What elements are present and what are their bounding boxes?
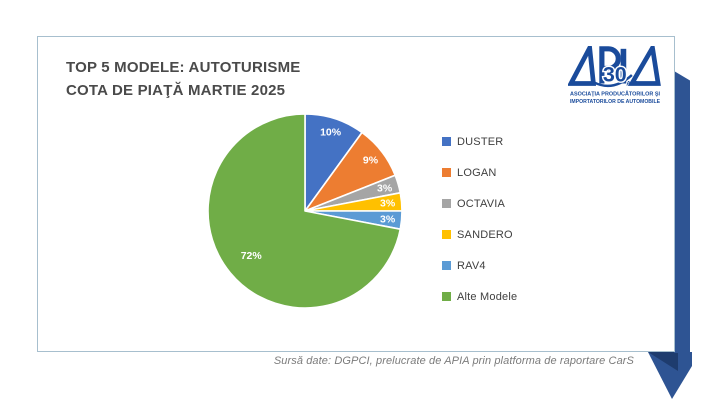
legend-item-logan: LOGAN [442, 157, 517, 188]
legend-swatch-icon [442, 292, 451, 301]
pie-data-label-alte-modele: 72% [241, 250, 263, 262]
apia-letter-a1 [568, 46, 597, 86]
apia-ani-label: ANI [626, 80, 637, 87]
pie-data-label-rav4: 3% [380, 213, 396, 225]
pie-data-label-octavia: 3% [377, 182, 393, 194]
apia-letter-p [599, 46, 621, 84]
legend-label: SANDERO [457, 228, 513, 241]
legend-label: OCTAVIA [457, 197, 506, 210]
apia-30-badge: 30 [603, 62, 627, 87]
source-note: Sursă date: DGPCI, prelucrate de APIA pr… [273, 355, 634, 367]
apia-30-swoosh [593, 74, 633, 88]
chart-title-line1: TOP 5 MODELE: AUTOTURISME [66, 59, 301, 76]
apia-logo-letters [568, 46, 661, 86]
apia-letter-a2 [627, 46, 661, 86]
pie-slice-alte-modele [207, 113, 402, 309]
apia-caption-line1: ASOCIAŢIA PRODUCĂTORILOR ŞI [570, 91, 660, 98]
legend-label: LOGAN [457, 166, 497, 179]
legend-item-sandero: SANDERO [442, 219, 517, 250]
legend-label: Alte Modele [457, 290, 518, 303]
chart-card: TOP 5 MODELE: AUTOTURISME COTA DE PIAŢĂ … [37, 36, 675, 352]
legend-swatch-icon [442, 168, 451, 177]
legend-item-alte-modele: Alte Modele [442, 281, 517, 312]
apia-caption-line2: IMPORTATORILOR DE AUTOMOBILE [570, 99, 660, 105]
pie-chart: 10% 9% 3% 3% 3% 72% [207, 113, 403, 309]
legend-item-duster: DUSTER [442, 126, 517, 157]
legend-swatch-icon [442, 199, 451, 208]
chart-title: TOP 5 MODELE: AUTOTURISME COTA DE PIAŢĂ … [66, 56, 300, 102]
pie-data-label-sandero: 3% [380, 198, 396, 210]
legend-label: DUSTER [457, 135, 504, 148]
legend-label: RAV4 [457, 259, 486, 272]
legend-item-octavia: OCTAVIA [442, 188, 517, 219]
apia-logo: 30 ANI ASOCIAŢIA PRODUCĂTORILOR ŞI IMPOR… [568, 46, 661, 105]
ribbon-band [674, 71, 690, 353]
pie-data-label-logan: 9% [363, 155, 379, 167]
chart-title-line2: COTA DE PIAŢĂ MARTIE 2025 [66, 82, 286, 99]
ribbon-arrow [648, 352, 692, 399]
ribbon-fold [648, 352, 678, 371]
legend-item-rav4: RAV4 [442, 250, 517, 281]
legend-swatch-icon [442, 137, 451, 146]
pie-data-label-duster: 10% [320, 127, 342, 139]
legend-swatch-icon [442, 261, 451, 270]
chart-legend: DUSTER LOGAN OCTAVIA SANDERO RAV4 Alte Modele [442, 126, 517, 312]
legend-swatch-icon [442, 230, 451, 239]
